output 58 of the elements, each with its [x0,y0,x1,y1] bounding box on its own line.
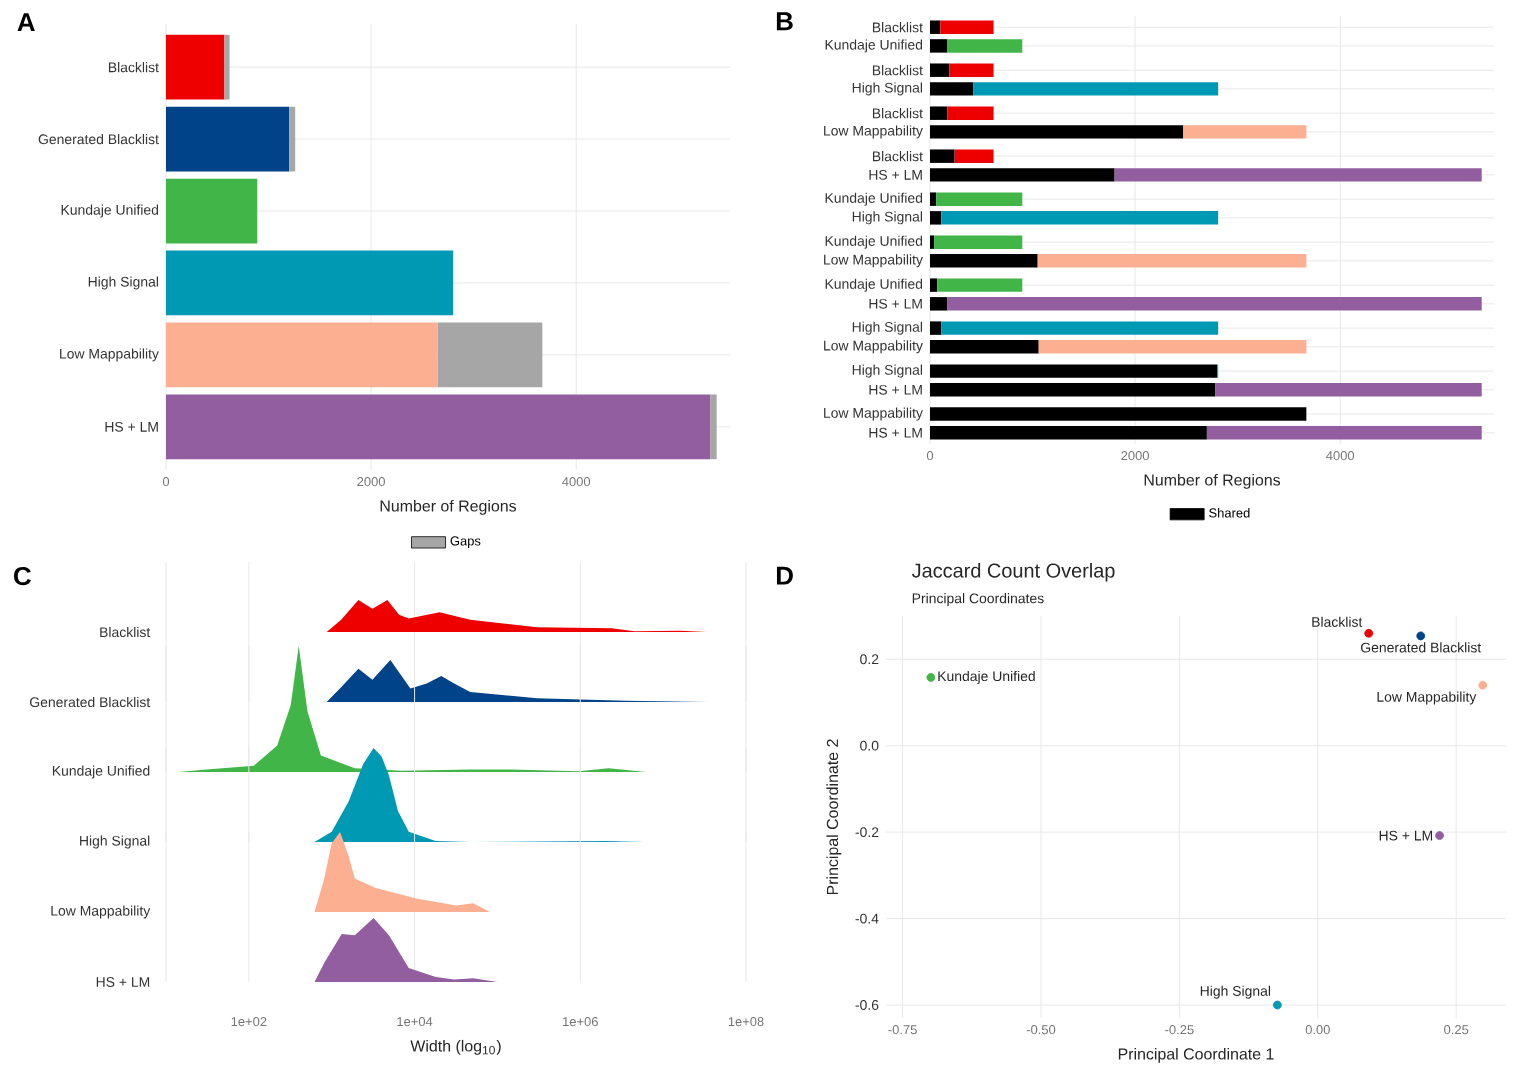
bar [166,178,258,244]
bar [930,340,1039,354]
bar [166,250,454,316]
bar [1183,125,1307,139]
bar [1114,168,1482,182]
bar [437,322,543,388]
point [926,673,936,682]
bar [930,106,948,120]
bar [954,149,994,163]
bar [930,82,974,96]
bar [930,211,942,225]
bar [166,322,438,388]
bar [224,34,230,100]
bar [930,63,950,77]
bar [1037,254,1307,268]
bar [949,63,994,77]
bar [166,106,290,172]
bar [947,39,1023,53]
bar [710,394,717,460]
text: D [776,566,793,585]
bar [930,149,955,163]
bar [930,321,942,335]
bar [1206,426,1482,440]
point [1364,628,1374,638]
bar [166,394,711,460]
bar [930,426,1207,440]
bar [1038,340,1307,354]
bar [289,106,296,172]
bar [936,192,1023,206]
bar [166,34,225,100]
bar [930,192,937,206]
bar [930,383,1216,397]
bar [930,297,948,311]
point [1416,631,1426,641]
point [1435,831,1444,840]
bar [934,235,1023,249]
chart-title: Jaccard Count Overlap [911,563,1115,582]
bar [947,106,994,120]
bar [930,407,1307,421]
bar [941,321,1219,335]
point [1273,1000,1282,1010]
bar [947,297,1482,311]
bar [930,20,941,34]
text: B [776,12,793,31]
bar [930,278,938,292]
bar [930,39,948,53]
bar [940,20,994,34]
bar [930,364,1218,378]
bar [937,278,1023,292]
bar [930,125,1184,139]
bar [1215,383,1482,397]
bar [973,82,1219,96]
text: A [17,13,35,32]
bar [930,254,1038,268]
point [1478,680,1488,690]
bar [930,168,1115,182]
bar [941,211,1219,225]
text: C [14,566,31,586]
